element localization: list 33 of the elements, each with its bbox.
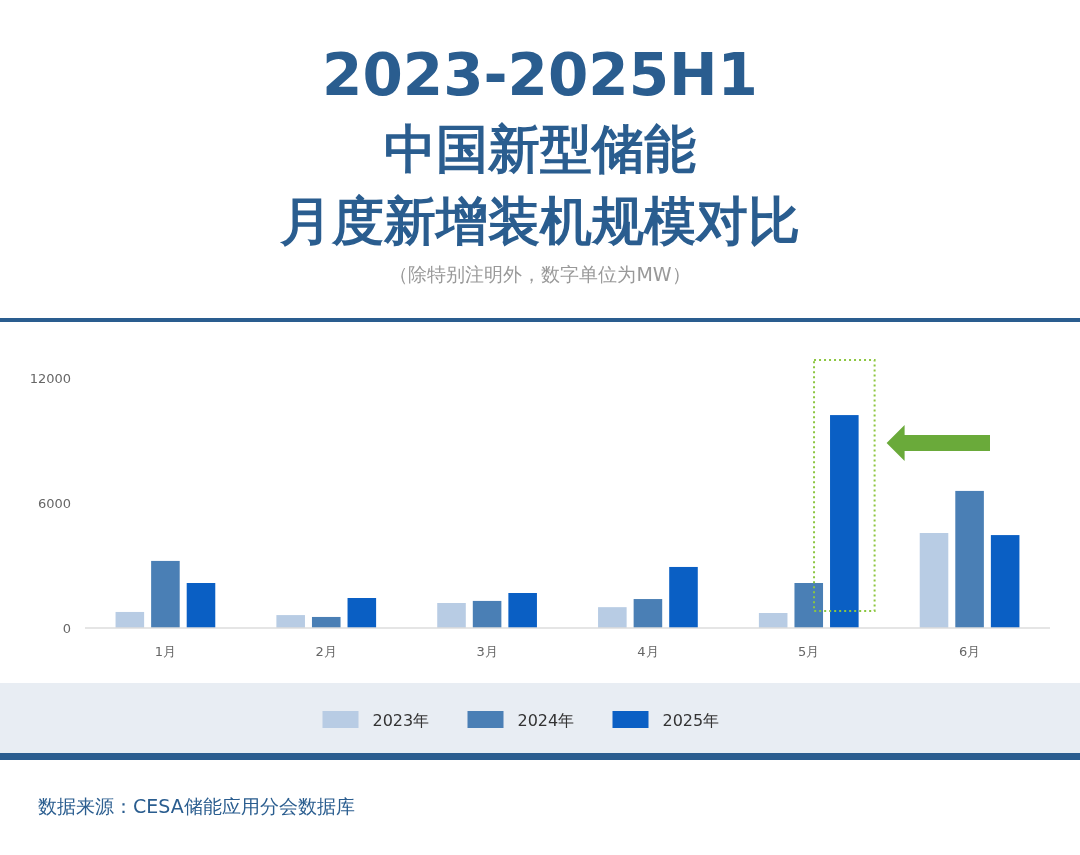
- x-tick-label: 3月: [476, 644, 498, 659]
- y-tick-label: 6000: [37, 495, 71, 511]
- y-tick-label: 12000: [29, 370, 71, 386]
- bar: [437, 603, 466, 628]
- bar: [508, 593, 537, 628]
- legend-label: 2023年: [372, 710, 430, 730]
- bar: [186, 583, 216, 628]
- bar: [151, 560, 180, 628]
- bar: [311, 616, 341, 628]
- bar: [830, 415, 859, 628]
- bar: [955, 490, 984, 628]
- bar: [633, 599, 663, 628]
- bar: [919, 533, 949, 628]
- bar: [990, 535, 1020, 628]
- x-tick-label: 4月: [637, 644, 659, 659]
- bar: [669, 566, 698, 628]
- bar: [115, 611, 145, 628]
- bar: [794, 583, 824, 628]
- x-tick-label: 2月: [315, 644, 337, 659]
- chart-subtitle: （除特别注明外，数字单位为MW）: [389, 263, 691, 285]
- bar: [472, 600, 502, 628]
- chart-title: 2023-2025H1 中国新型储能月度新增装机规模对比: [279, 41, 800, 251]
- legend-label: 2025年: [662, 710, 720, 730]
- x-tick-label: 5月: [798, 644, 820, 659]
- x-tick-label: 6月: [958, 644, 981, 659]
- source-note: 数据来源：CESA储能应用分会数据库: [38, 795, 355, 817]
- y-tick-label: 0: [62, 620, 71, 636]
- legend-label: 2024年: [517, 710, 575, 730]
- bar: [276, 615, 305, 628]
- bar: [347, 598, 377, 628]
- bar: [758, 613, 788, 628]
- bar: [598, 607, 627, 628]
- x-tick-label: 1月: [154, 644, 177, 659]
